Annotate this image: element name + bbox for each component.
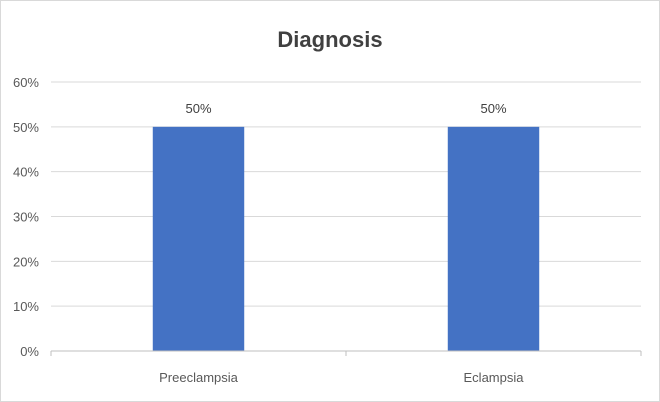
y-tick-label: 30%	[13, 210, 39, 225]
y-tick-label: 40%	[13, 165, 39, 180]
x-tick-label: Preeclampsia	[159, 370, 239, 385]
y-tick-label: 60%	[13, 75, 39, 90]
y-tick-label: 10%	[13, 299, 39, 314]
x-tick-label: Eclampsia	[464, 370, 525, 385]
y-tick-label: 20%	[13, 254, 39, 269]
bars: 50% 50%	[152, 101, 540, 351]
y-axis-ticks: 0% 10% 20% 30% 40% 50% 60%	[13, 75, 39, 359]
bar	[447, 126, 540, 351]
x-axis: Preeclampsia Eclampsia	[50, 350, 642, 385]
data-label: 50%	[185, 101, 211, 116]
bar	[152, 126, 245, 351]
data-label: 50%	[480, 101, 506, 116]
y-tick-label: 0%	[20, 344, 39, 359]
chart-title: Diagnosis	[277, 27, 382, 52]
y-tick-label: 50%	[13, 120, 39, 135]
gridlines	[51, 81, 641, 307]
